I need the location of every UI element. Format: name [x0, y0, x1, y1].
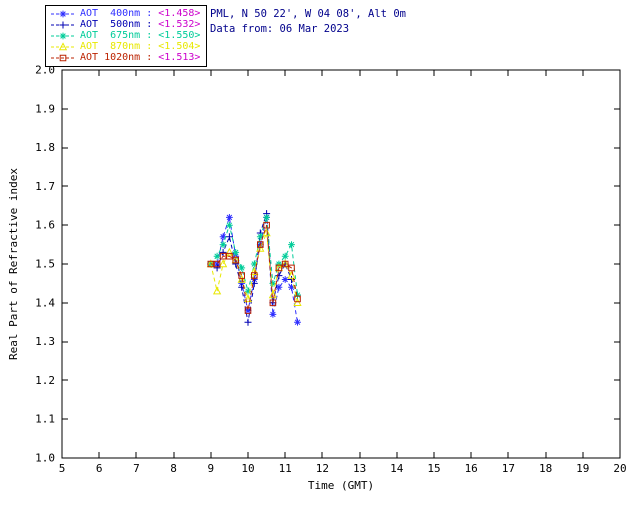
legend-entry: AOT 675nm : <1.550> — [50, 30, 200, 41]
y-tick-label: 1.3 — [35, 335, 55, 348]
plot-frame — [61, 69, 621, 459]
legend-entry: AOT 870nm : <1.504> — [50, 41, 200, 52]
y-tick-label: 1.6 — [35, 219, 55, 232]
legend-entry: AOT 400nm : <1.458> — [50, 8, 200, 19]
x-tick-label: 7 — [133, 462, 140, 475]
legend-entry-label: AOT 870nm : — [80, 41, 159, 52]
legend-line-sample — [51, 54, 75, 61]
x-tick-label: 11 — [279, 462, 292, 475]
legend-entry-value: <1.513> — [158, 52, 201, 63]
legend-entry-value: <1.550> — [158, 30, 201, 41]
y-tick-label: 1.2 — [35, 374, 55, 387]
y-tick-label: 1.4 — [35, 296, 55, 309]
axis-labels: 5 6 7 8 9 10 11 12 13 14 15 16 17 18 19 20 1.0 1.1 1.2 1.3 1… — [7, 64, 627, 493]
x-tick-label: 13 — [353, 462, 366, 475]
legend-line-sample — [51, 21, 75, 28]
y-tick-label: 1.7 — [35, 180, 55, 193]
series-aot-870nm — [206, 228, 302, 306]
y-axis-title: Real Part of Refractive index — [7, 168, 20, 360]
x-axis-title: Time (GMT) — [308, 479, 374, 492]
x-tick-label: 19 — [576, 462, 589, 475]
x-tick-label: 15 — [427, 462, 440, 475]
x-tick-label: 10 — [241, 462, 254, 475]
x-tick-label: 8 — [170, 462, 177, 475]
series-aot-675nm — [207, 214, 301, 299]
legend-line-sample — [51, 41, 75, 50]
x-tick-label: 6 — [96, 462, 103, 475]
series-aot-1020nm — [207, 221, 301, 314]
legend-line-sample — [51, 32, 75, 39]
legend-entry: AOT 1020nm : <1.513> — [50, 52, 200, 63]
data-date: Data from: 06 Mar 2023 — [210, 23, 350, 35]
y-tick-label: 1.8 — [35, 141, 55, 154]
legend-entry: AOT 500nm : <1.532> — [50, 19, 200, 30]
x-tick-label: 18 — [539, 462, 552, 475]
legend-entry-value: <1.504> — [158, 41, 201, 52]
legend-entry-label: AOT 1020nm : — [80, 52, 159, 63]
station-location: PML, N 50 22', W 04 08', Alt 0m — [210, 8, 406, 20]
y-tick-label: 1.1 — [35, 413, 55, 426]
legend-entry-value: <1.458> — [158, 8, 201, 19]
legend-line-sample — [51, 10, 75, 17]
x-tick-label: 14 — [390, 462, 404, 475]
y-tick-label: 1.0 — [35, 452, 55, 465]
x-tick-label: 16 — [465, 462, 478, 475]
x-tick-label: 9 — [207, 462, 214, 475]
legend-box: AOT 400nm : <1.458> AOT 500nm : <1.532> AO… — [45, 5, 208, 67]
x-tick-label: 20 — [613, 462, 626, 475]
header-info: PML, N 50 22', W 04 08', Alt 0m Data fro… — [210, 7, 406, 37]
y-tick-label: 1.5 — [35, 258, 55, 271]
legend-entry-value: <1.532> — [158, 19, 201, 30]
x-tick-label: 5 — [59, 462, 66, 475]
y-tick-label: 1.9 — [35, 102, 55, 115]
legend-entry-label: AOT 500nm : — [80, 19, 159, 30]
x-tick-label: 17 — [502, 462, 515, 475]
legend-entry-label: AOT 400nm : — [80, 8, 159, 19]
legend-entry-label: AOT 675nm : — [80, 30, 159, 41]
x-tick-label: 12 — [316, 462, 329, 475]
